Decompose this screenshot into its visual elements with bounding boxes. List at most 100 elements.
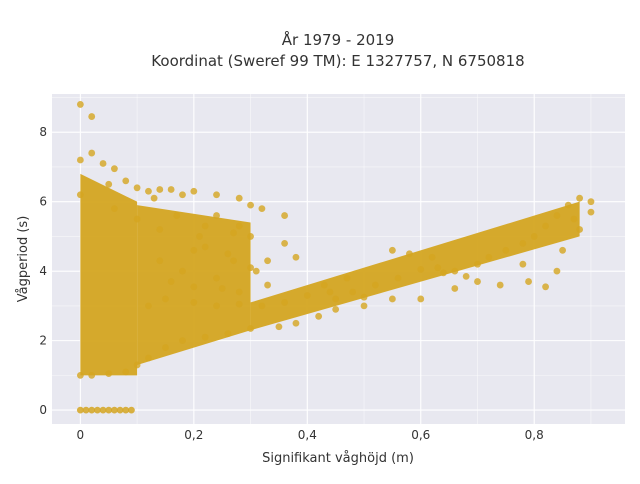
scatter-point <box>417 266 425 273</box>
scatter-point <box>417 295 425 303</box>
scatter-point-zero <box>128 406 135 414</box>
x-tick-label: 0,6 <box>411 428 430 442</box>
scatter-point <box>485 253 493 261</box>
x-axis-label: Signifikant våghöjd (m) <box>262 451 414 466</box>
chart-title-line1: År 1979 - 2019 <box>282 30 395 49</box>
scatter-point <box>247 325 254 332</box>
scatter-point <box>428 253 436 261</box>
scatter-point-zero <box>88 406 96 414</box>
scatter-point <box>559 246 566 254</box>
scatter-point <box>388 246 396 254</box>
scatter-point <box>201 333 209 341</box>
scatter-point <box>264 257 271 265</box>
scatter-point <box>173 212 181 219</box>
scatter-point <box>388 295 396 303</box>
x-tick-label: 0,8 <box>525 428 544 442</box>
scatter-point <box>213 302 220 310</box>
dense-point-band <box>80 173 138 376</box>
scatter-point <box>111 205 118 213</box>
scatter-point <box>162 344 169 351</box>
scatter-point <box>213 191 220 199</box>
scatter-point <box>133 184 141 192</box>
scatter-point <box>235 300 243 308</box>
scatter-point <box>235 222 243 230</box>
scatter-point <box>576 226 584 233</box>
scatter-point <box>474 260 481 268</box>
scatter-point <box>587 198 595 206</box>
scatter-point-zero <box>76 406 84 414</box>
scatter-point <box>122 368 130 376</box>
chart-title-line2: Koordinat (Sweref 99 TM): E 1327757, N 6… <box>151 52 524 70</box>
y-tick-label: 0 <box>39 403 47 417</box>
scatter-point-zero <box>105 406 113 414</box>
scatter-point <box>440 269 447 277</box>
scatter-point <box>281 212 289 219</box>
scatter-point <box>525 278 532 285</box>
scatter-point <box>474 278 481 285</box>
scatter-point <box>213 274 220 282</box>
scatter-point <box>145 187 152 195</box>
scatter-point <box>235 194 243 202</box>
scatter-point <box>496 281 504 289</box>
scatter-point <box>320 281 328 289</box>
data-points <box>76 101 595 414</box>
scatter-point <box>156 226 164 233</box>
scatter-point <box>315 312 323 320</box>
scatter-point <box>275 323 283 331</box>
scatter-point <box>76 101 84 108</box>
scatter-point <box>281 239 289 247</box>
scatter-point <box>179 337 186 345</box>
scatter-point <box>281 299 289 306</box>
scatter-point <box>235 288 243 296</box>
scatter-point-zero <box>82 406 90 414</box>
x-tick-label: 0,2 <box>184 428 203 442</box>
scatter-point <box>88 371 96 379</box>
scatter-point <box>360 293 368 301</box>
scatter-point-zero <box>93 406 101 414</box>
scatter-point <box>133 215 141 223</box>
scatter-point <box>451 285 459 292</box>
scatter-point <box>190 283 198 291</box>
scatter-point <box>542 283 549 291</box>
scatter-point-zero <box>99 406 107 414</box>
scatter-point <box>451 267 459 275</box>
scatter-point <box>145 354 152 362</box>
x-tick-label: 0 <box>77 428 85 442</box>
scatter-point <box>133 361 141 369</box>
scatter-point <box>343 274 351 282</box>
scatter-point <box>349 288 357 296</box>
scatter-point <box>76 371 84 379</box>
tick-labels: 0 0,2 0,4 0,6 0,8 0 2 4 6 8 <box>39 125 543 442</box>
scatter-point <box>162 295 169 303</box>
scatter-point <box>201 222 209 230</box>
scatter-point-zero <box>111 406 118 414</box>
scatter-point <box>371 281 379 289</box>
scatter-point <box>230 229 237 237</box>
scatter-point <box>462 272 470 280</box>
scatter-point <box>519 239 527 247</box>
scatter-point-zero <box>116 406 124 414</box>
scatter-point <box>88 149 96 157</box>
scatter-point <box>179 267 186 275</box>
scatter-point <box>564 201 572 209</box>
scatter-point <box>218 285 226 292</box>
scatter-point <box>587 208 595 216</box>
scatter-point <box>105 370 113 378</box>
scatter-point <box>145 302 152 310</box>
scatter-point <box>167 278 175 285</box>
scatter-point <box>247 264 254 272</box>
scatter-point <box>576 194 584 202</box>
scatter-point <box>247 233 254 240</box>
y-tick-label: 8 <box>39 125 47 139</box>
scatter-point <box>201 243 209 251</box>
scatter-point <box>167 186 175 193</box>
scatter-point <box>224 330 232 338</box>
y-axis-label: Vågperiod (s) <box>16 216 31 303</box>
scatter-point <box>230 257 237 265</box>
y-tick-label: 6 <box>39 195 47 209</box>
scatter-point <box>252 267 260 275</box>
scatter-point <box>332 295 340 303</box>
scatter-point <box>360 302 368 310</box>
scatter-point <box>434 264 442 272</box>
